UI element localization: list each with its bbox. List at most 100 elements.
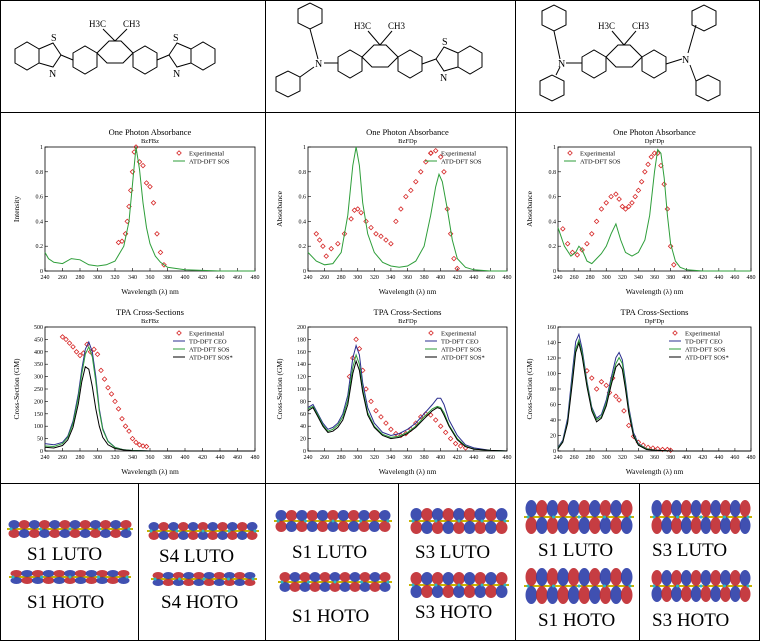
atom-marker bbox=[149, 529, 153, 533]
x-tick-label: 240 bbox=[41, 275, 50, 281]
data-point bbox=[635, 187, 642, 194]
plot-frame bbox=[307, 146, 508, 272]
data-point bbox=[70, 344, 76, 350]
orbital-lobe bbox=[431, 508, 444, 521]
x-tick-label: 460 bbox=[233, 275, 242, 281]
data-point bbox=[403, 193, 409, 200]
orbital-lobe bbox=[525, 586, 538, 604]
orbital-lobe bbox=[223, 579, 236, 586]
x-tick-label: 360 bbox=[403, 455, 412, 461]
orbital-lobe bbox=[217, 522, 229, 531]
orbital-lobe bbox=[299, 572, 311, 582]
orbital-lobe bbox=[442, 585, 455, 598]
legend-label: Experimental bbox=[685, 330, 720, 337]
orbital-lobe bbox=[8, 520, 20, 529]
atom-marker bbox=[97, 575, 100, 579]
data-point bbox=[671, 262, 677, 268]
orbital-lobe bbox=[197, 522, 209, 531]
data-point bbox=[388, 426, 394, 433]
y-axis-label: Absorbance bbox=[275, 190, 284, 226]
orbital-lobe bbox=[620, 568, 633, 586]
atom-marker bbox=[746, 515, 750, 519]
orbital-lobe bbox=[358, 521, 370, 532]
orbital-lobe bbox=[557, 517, 569, 534]
orbital-lobe bbox=[651, 586, 663, 602]
orbital-lobe bbox=[172, 572, 185, 579]
atom-marker bbox=[552, 515, 555, 519]
y-tick-label: 250 bbox=[34, 387, 43, 393]
y-tick-label: 1 bbox=[40, 145, 43, 151]
orbital-lobe bbox=[599, 568, 612, 586]
orbital-lobe bbox=[306, 521, 318, 532]
x-axis-label: Wavelength (λ) nm bbox=[379, 287, 437, 296]
methyl-right-label: CH3 bbox=[388, 21, 406, 31]
orbital-lobe bbox=[546, 568, 559, 586]
orbital-label-bottom: S1 HOTO bbox=[27, 592, 105, 613]
x-tick-label: 360 bbox=[146, 455, 155, 461]
orbital-cell-1: S1 LUTO S1 HOTO bbox=[0, 483, 139, 641]
orbital-lobe bbox=[183, 579, 195, 586]
x-tick-label: 300 bbox=[93, 275, 102, 281]
orbital-lobe bbox=[700, 500, 712, 517]
atom-marker bbox=[652, 584, 656, 588]
orbital-lobe bbox=[525, 568, 538, 586]
orbital-lobe bbox=[39, 529, 51, 538]
orbital-lobe bbox=[710, 570, 722, 586]
orbital-lobe bbox=[651, 500, 663, 517]
x-tick-label: 320 bbox=[370, 455, 379, 461]
atom-marker bbox=[676, 515, 679, 519]
x-tick-label: 400 bbox=[181, 455, 190, 461]
atom-marker bbox=[434, 519, 438, 523]
data-point bbox=[398, 206, 404, 212]
sulfur-label: S bbox=[442, 37, 448, 48]
atom-marker bbox=[503, 519, 507, 523]
orbital-lobe bbox=[610, 517, 622, 534]
data-point bbox=[316, 237, 323, 243]
orbital-lobe bbox=[525, 517, 538, 534]
orbital-lobe bbox=[177, 522, 189, 531]
orbital-lobe bbox=[28, 520, 40, 529]
y-tick-label: 100 bbox=[547, 372, 556, 378]
data-point bbox=[418, 169, 424, 175]
orbital-lobe bbox=[589, 500, 601, 517]
series-line bbox=[307, 343, 508, 452]
atom-marker bbox=[178, 577, 181, 581]
y-tick-label: 20 bbox=[300, 437, 306, 443]
y-tick-label: 0 bbox=[553, 269, 556, 275]
data-point bbox=[108, 391, 115, 397]
orbital-lobe bbox=[100, 529, 112, 538]
legend-label: ATD-DFT SOS bbox=[580, 158, 621, 165]
series-line bbox=[307, 353, 508, 452]
atom-marker bbox=[227, 577, 230, 581]
orbital-lobe bbox=[369, 572, 381, 582]
x-tick-label: 280 bbox=[586, 275, 595, 281]
orbital-label-top: S1 LUTO bbox=[27, 544, 103, 565]
atom-marker bbox=[359, 519, 362, 523]
chart-title: One Photon Absorbance bbox=[613, 127, 696, 137]
orbital-cell-2: S4 LUTO S4 HOTO bbox=[138, 483, 266, 641]
orbital-lobe bbox=[110, 529, 122, 538]
orbital-lobe bbox=[578, 500, 591, 517]
y-axis-label: Intensity bbox=[12, 196, 21, 222]
x-tick-label: 400 bbox=[436, 455, 445, 461]
orbital-lobe bbox=[100, 520, 112, 529]
y-tick-label: 100 bbox=[34, 424, 43, 430]
data-point bbox=[432, 147, 439, 154]
data-point bbox=[560, 226, 566, 232]
orbital-lobe bbox=[244, 572, 256, 579]
orbital-lobe bbox=[620, 586, 633, 604]
chart-title: One Photon Absorbance bbox=[109, 127, 192, 137]
data-point bbox=[608, 193, 614, 200]
orbital-lobe bbox=[379, 521, 391, 532]
data-point bbox=[59, 334, 66, 340]
data-point bbox=[589, 375, 595, 381]
orbital-lobe bbox=[442, 521, 455, 534]
atom-marker bbox=[723, 584, 726, 588]
orbital-lobe bbox=[431, 521, 444, 534]
atom-marker bbox=[386, 580, 390, 584]
orbital-lobe bbox=[421, 572, 433, 585]
x-tick-label: 280 bbox=[586, 455, 595, 461]
atom-marker bbox=[251, 577, 255, 581]
orbital-lobe bbox=[275, 521, 287, 532]
orbital-lobe bbox=[289, 582, 301, 592]
